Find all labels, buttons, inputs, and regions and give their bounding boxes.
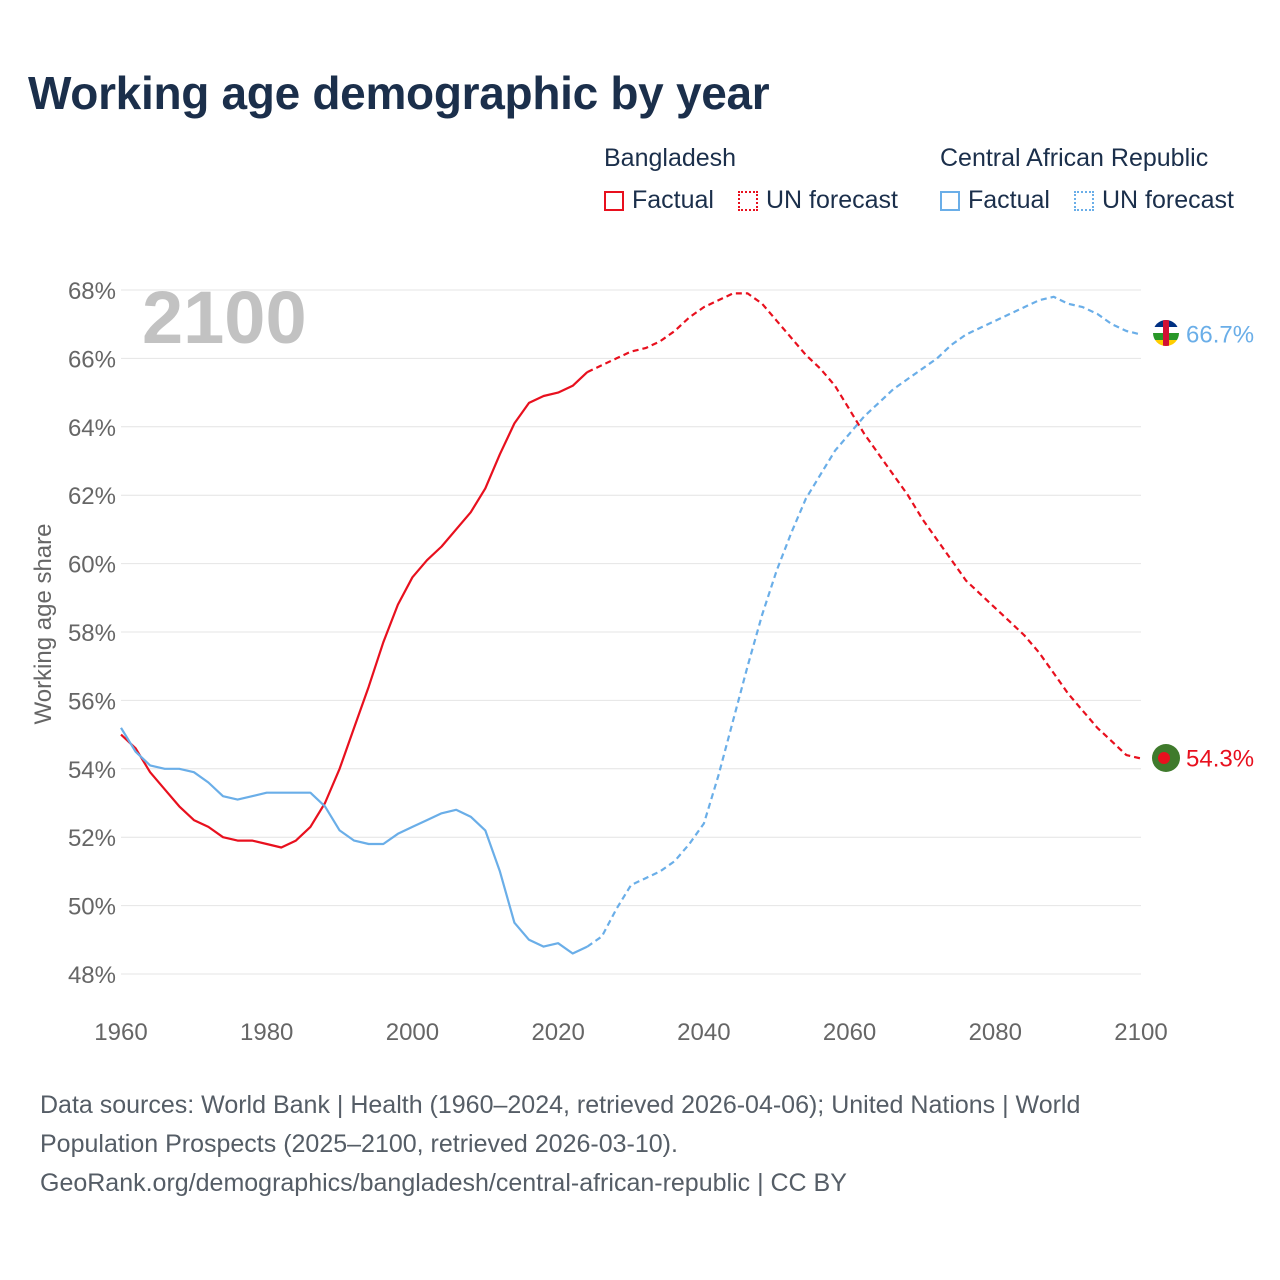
line-chart: 48%50%52%54%56%58%60%62%64%66%68% 1960 19… (30, 276, 1254, 1046)
y-tick-label: 56% (68, 688, 116, 715)
series-lines (120, 292, 1142, 955)
y-tick-label: 60% (68, 552, 116, 579)
legend-group-central-african-republic: Central African Republic (940, 144, 1209, 172)
source-line: Population Prospects (2025–2100, retriev… (40, 1130, 678, 1158)
source-line: GeoRank.org/demographics/bangladesh/cent… (40, 1169, 847, 1197)
data-source-note: Data sources: World Bank | Health (1960–… (40, 1086, 1220, 1203)
end-labels: 54.3% 66.7% (1186, 321, 1254, 772)
year-watermark: 2100 (142, 276, 307, 359)
y-tick-label: 58% (68, 620, 116, 647)
legend-label: UN forecast (766, 186, 898, 214)
series-line-forecast (586, 295, 1142, 948)
x-tick-label: 2060 (823, 1019, 876, 1046)
series-line-forecast (586, 292, 1142, 760)
legend-item-bangladesh-factual[interactable]: Factual (604, 186, 714, 215)
x-tick-label: 2040 (677, 1019, 730, 1046)
legend-swatch-solid-blue (940, 190, 960, 211)
series-line-factual (120, 727, 588, 955)
y-tick-label: 68% (68, 278, 116, 305)
x-tick-label: 2080 (969, 1019, 1022, 1046)
source-line: Data sources: World Bank | Health (1960–… (40, 1091, 1081, 1119)
bangladesh-flag-icon (1152, 744, 1180, 772)
legend-item-car-forecast[interactable]: UN forecast (1074, 186, 1234, 215)
legend-swatch-dotted-blue (1074, 190, 1094, 211)
y-tick-label: 66% (68, 346, 116, 373)
x-tick-label: 2100 (1114, 1019, 1167, 1046)
legend-swatch-solid-red (604, 190, 624, 211)
legend-label: Factual (632, 186, 714, 214)
y-tick-label: 48% (68, 962, 116, 989)
legend-label: Factual (968, 186, 1050, 214)
legend-item-car-factual[interactable]: Factual (940, 186, 1050, 215)
gridlines (121, 289, 1141, 975)
series-line-factual (120, 371, 589, 849)
x-tick-label: 1980 (240, 1019, 293, 1046)
legend-item-bangladesh-forecast[interactable]: UN forecast (738, 186, 898, 215)
x-tick-label: 2020 (531, 1019, 584, 1046)
y-axis-ticks: 48% 50% 52% 54% 56% 58% 60% 62% 64% 66% 68% (68, 278, 116, 989)
series-end-label: 54.3% (1186, 746, 1254, 773)
x-axis-ticks: 1960 1980 2000 2020 2040 2060 2080 2100 (94, 1019, 1167, 1046)
x-tick-label: 1960 (94, 1019, 147, 1046)
chart-title: Working age demographic by year (28, 67, 770, 119)
legend-swatch-dotted-red (738, 190, 758, 211)
y-tick-label: 62% (68, 483, 116, 510)
series-end-label: 66.7% (1186, 321, 1254, 348)
y-tick-label: 64% (68, 415, 116, 442)
y-axis-label: Working age share (30, 524, 57, 725)
y-tick-label: 54% (68, 757, 116, 784)
legend-group-bangladesh: Bangladesh (604, 144, 737, 172)
central-african-republic-flag-icon (1153, 320, 1179, 346)
legend-label: UN forecast (1102, 186, 1234, 214)
y-tick-label: 50% (68, 894, 116, 921)
y-tick-label: 52% (68, 825, 116, 852)
x-tick-label: 2000 (386, 1019, 439, 1046)
